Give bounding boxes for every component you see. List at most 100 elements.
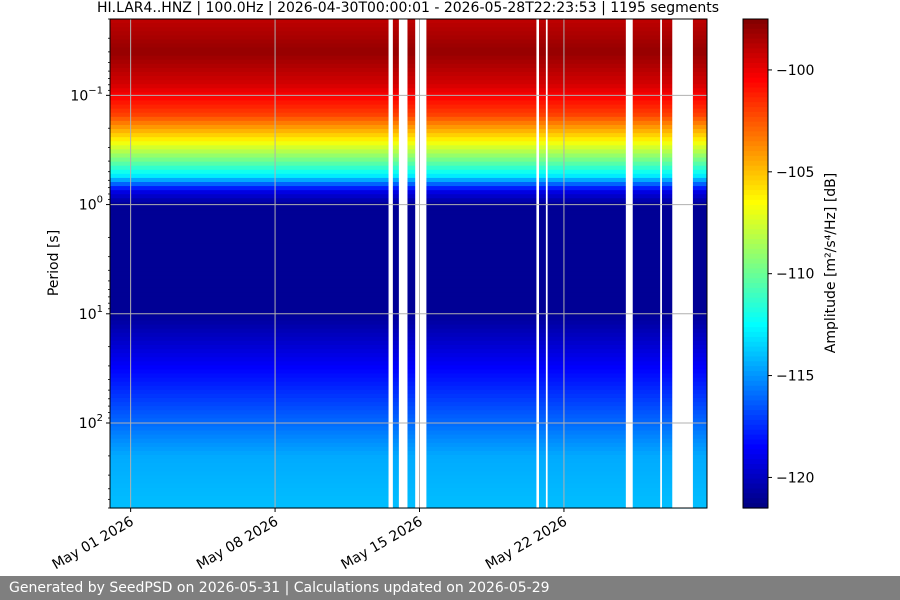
colorbar-segment xyxy=(743,302,768,309)
colorbar-segment xyxy=(743,468,768,475)
heatmap-band xyxy=(110,283,707,289)
colorbar-tick-label: −120 xyxy=(776,470,814,486)
colorbar-segment xyxy=(743,439,768,446)
colorbar-label: Amplitude [m²/s⁴/Hz] [dB] xyxy=(823,173,839,353)
heatmap-band xyxy=(110,463,707,468)
heatmap-band xyxy=(110,149,707,155)
heatmap-band xyxy=(110,84,707,89)
colorbar-segment xyxy=(743,356,768,362)
data-gap xyxy=(388,19,393,508)
y-axis-label: Period [s] xyxy=(46,230,62,296)
colorbar-segment xyxy=(743,72,768,79)
colorbar-segment xyxy=(743,136,768,142)
colorbar-segment xyxy=(743,185,768,191)
colorbar-segment xyxy=(743,375,768,382)
colorbar-segment xyxy=(743,297,768,304)
colorbar-segment xyxy=(743,160,768,167)
colorbar-segment xyxy=(743,327,768,333)
heatmap-band xyxy=(110,345,707,350)
heatmap-band xyxy=(110,483,707,489)
heatmap-band xyxy=(110,63,707,69)
colorbar-segment xyxy=(743,199,768,206)
y-axis: 10−1 100 101 102 xyxy=(70,18,110,509)
heatmap-band xyxy=(110,19,707,24)
colorbar-segment xyxy=(743,53,768,59)
colorbar-segment xyxy=(743,317,768,323)
heatmap-band xyxy=(110,324,707,330)
colorbar-segment xyxy=(743,380,768,387)
spectrogram-heatmap xyxy=(110,19,707,509)
colorbar-segment xyxy=(743,454,768,460)
heatmap-band xyxy=(110,108,707,114)
colorbar-segment xyxy=(743,141,768,147)
heatmap-band xyxy=(110,255,707,261)
colorbar-segment xyxy=(743,151,768,157)
heatmap-band xyxy=(110,141,707,146)
heatmap-band xyxy=(110,446,707,452)
psd-figure: HI.LAR4..HNZ | 100.0Hz | 2026-04-30T00:0… xyxy=(46,0,839,573)
heatmap-band xyxy=(110,410,707,415)
heatmap-band xyxy=(110,332,707,338)
colorbar-segment xyxy=(743,415,768,421)
heatmap-band xyxy=(110,328,707,334)
heatmap-band xyxy=(110,247,707,252)
heatmap-band xyxy=(110,177,707,183)
heatmap-band xyxy=(110,361,707,366)
colorbar-segment xyxy=(743,331,768,338)
heatmap-band xyxy=(110,88,707,93)
heatmap-band xyxy=(110,393,707,399)
colorbar-segment xyxy=(743,410,768,416)
heatmap-band xyxy=(110,279,707,285)
heatmap-band xyxy=(110,27,707,32)
heatmap-band xyxy=(110,214,707,220)
colorbar-segment xyxy=(743,19,768,25)
colorbar-segment xyxy=(743,258,768,265)
heatmap-band xyxy=(110,259,707,265)
heatmap-band xyxy=(110,467,707,472)
colorbar-segment xyxy=(743,273,768,279)
colorbar-segment xyxy=(743,473,768,480)
colorbar-segment xyxy=(743,493,768,499)
heatmap-band xyxy=(110,414,707,419)
heatmap-band xyxy=(110,479,707,485)
colorbar-segment xyxy=(743,28,768,35)
colorbar-segment xyxy=(743,58,768,64)
heatmap-band xyxy=(110,475,707,481)
colorbar-segment xyxy=(743,224,768,230)
heatmap-band xyxy=(110,198,707,203)
heatmap-band xyxy=(110,275,707,281)
colorbar-segment xyxy=(743,463,768,470)
colorbar-segment xyxy=(743,263,768,269)
colorbar-gradient xyxy=(743,19,768,509)
colorbar-segment xyxy=(743,33,768,40)
heatmap-band xyxy=(110,55,707,61)
data-gap xyxy=(672,19,693,508)
heatmap-band xyxy=(110,499,707,505)
colorbar-segment xyxy=(743,292,768,299)
heatmap-band xyxy=(110,243,707,248)
heatmap-band xyxy=(110,133,707,138)
colorbar-segment xyxy=(743,43,768,49)
heatmap-band xyxy=(110,336,707,342)
colorbar-segment xyxy=(743,214,768,221)
footer-banner: Generated by SeedPSD on 2026-05-31 | Cal… xyxy=(0,576,900,600)
heatmap-band xyxy=(110,239,707,244)
colorbar-segment xyxy=(743,429,768,436)
x-axis: May 01 2026 May 08 2026 May 15 2026 May 22 … xyxy=(50,508,570,573)
colorbar-segment xyxy=(743,131,768,137)
colorbar-segment xyxy=(743,97,768,103)
colorbar-segment xyxy=(743,503,768,509)
heatmap-band xyxy=(110,145,707,150)
heatmap-band xyxy=(110,226,707,232)
heatmap-band xyxy=(110,312,707,318)
colorbar-segment xyxy=(743,234,768,240)
colorbar-frame xyxy=(742,18,769,509)
colorbar-segment xyxy=(743,87,768,93)
heatmap-band xyxy=(110,157,707,163)
colorbar-segment xyxy=(743,322,768,328)
colorbar-segment xyxy=(743,121,768,128)
colorbar-segment xyxy=(743,48,768,54)
y-tick-label: 102 xyxy=(79,413,103,432)
colorbar-segment xyxy=(743,488,768,494)
heatmap-band xyxy=(110,206,707,212)
